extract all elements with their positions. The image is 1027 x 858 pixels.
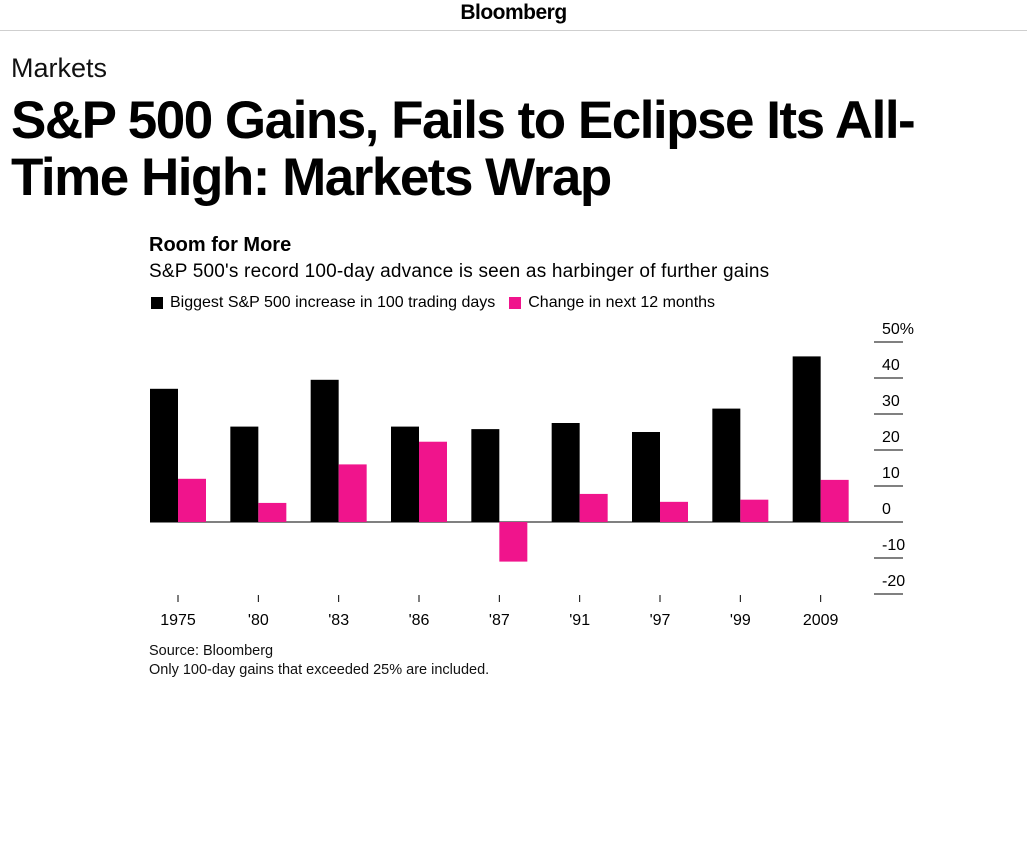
x-tick-label: '86 bbox=[409, 612, 430, 629]
bar-biggest-increase bbox=[792, 356, 821, 522]
x-tick-label: '80 bbox=[248, 612, 269, 629]
x-tick-label: 2009 bbox=[803, 612, 839, 629]
y-tick-label: 50% bbox=[882, 321, 914, 338]
bloomberg-logo[interactable]: Bloomberg bbox=[460, 1, 567, 24]
bar-biggest-increase bbox=[230, 426, 259, 522]
bar-biggest-increase bbox=[712, 408, 741, 522]
bar-next-12-months bbox=[579, 493, 608, 522]
legend-item-series-2: Change in next 12 months bbox=[509, 292, 715, 314]
bar-next-12-months bbox=[499, 522, 528, 562]
bar-next-12-months bbox=[258, 502, 287, 522]
masthead: Bloomberg bbox=[0, 0, 1027, 31]
chart-title: Room for More bbox=[149, 234, 292, 256]
legend-item-series-1: Biggest S&P 500 increase in 100 trading … bbox=[151, 292, 495, 314]
y-tick-label: -10 bbox=[882, 537, 905, 554]
bar-next-12-months bbox=[178, 478, 206, 522]
article-headline: S&P 500 Gains, Fails to Eclipse Its All-… bbox=[11, 91, 916, 207]
x-tick-label: '91 bbox=[569, 612, 590, 629]
bar-next-12-months bbox=[820, 479, 849, 522]
source-note: Source: Bloomberg bbox=[149, 643, 274, 659]
x-tick-label: '87 bbox=[489, 612, 510, 629]
x-tick-label: '83 bbox=[328, 612, 349, 629]
y-tick-label: 0 bbox=[882, 501, 891, 518]
chart-subtitle: S&P 500's record 100-day advance is seen… bbox=[149, 261, 770, 282]
section-label[interactable]: Markets bbox=[11, 53, 108, 83]
bar-next-12-months bbox=[419, 441, 447, 522]
bar-biggest-increase bbox=[150, 388, 178, 522]
chart-notes: Source: Bloomberg Only 100-day gains tha… bbox=[149, 642, 489, 680]
bar-next-12-months bbox=[660, 501, 688, 522]
y-tick-label: -20 bbox=[882, 573, 905, 590]
legend-label: Biggest S&P 500 increase in 100 trading … bbox=[170, 294, 496, 311]
y-tick-label: 30 bbox=[882, 393, 900, 410]
y-tick-label: 20 bbox=[882, 429, 900, 446]
bar-biggest-increase bbox=[391, 426, 419, 522]
chart-legend: Biggest S&P 500 increase in 100 trading … bbox=[151, 292, 729, 314]
bar-next-12-months bbox=[740, 499, 769, 522]
y-tick-label: 40 bbox=[882, 357, 900, 374]
bar-biggest-increase bbox=[471, 429, 500, 522]
legend-swatch-black bbox=[151, 297, 163, 309]
x-tick-label: '99 bbox=[730, 612, 751, 629]
bar-next-12-months bbox=[338, 464, 367, 522]
legend-label: Change in next 12 months bbox=[528, 294, 716, 311]
x-tick-label: '97 bbox=[650, 612, 671, 629]
bar-biggest-increase bbox=[310, 379, 339, 522]
bar-biggest-increase bbox=[632, 432, 660, 522]
legend-swatch-pink bbox=[509, 297, 522, 309]
bar-biggest-increase bbox=[551, 423, 580, 522]
y-tick-label: 10 bbox=[882, 465, 900, 482]
footnote: Only 100-day gains that exceeded 25% are… bbox=[149, 662, 490, 678]
x-tick-label: 1975 bbox=[160, 612, 196, 629]
